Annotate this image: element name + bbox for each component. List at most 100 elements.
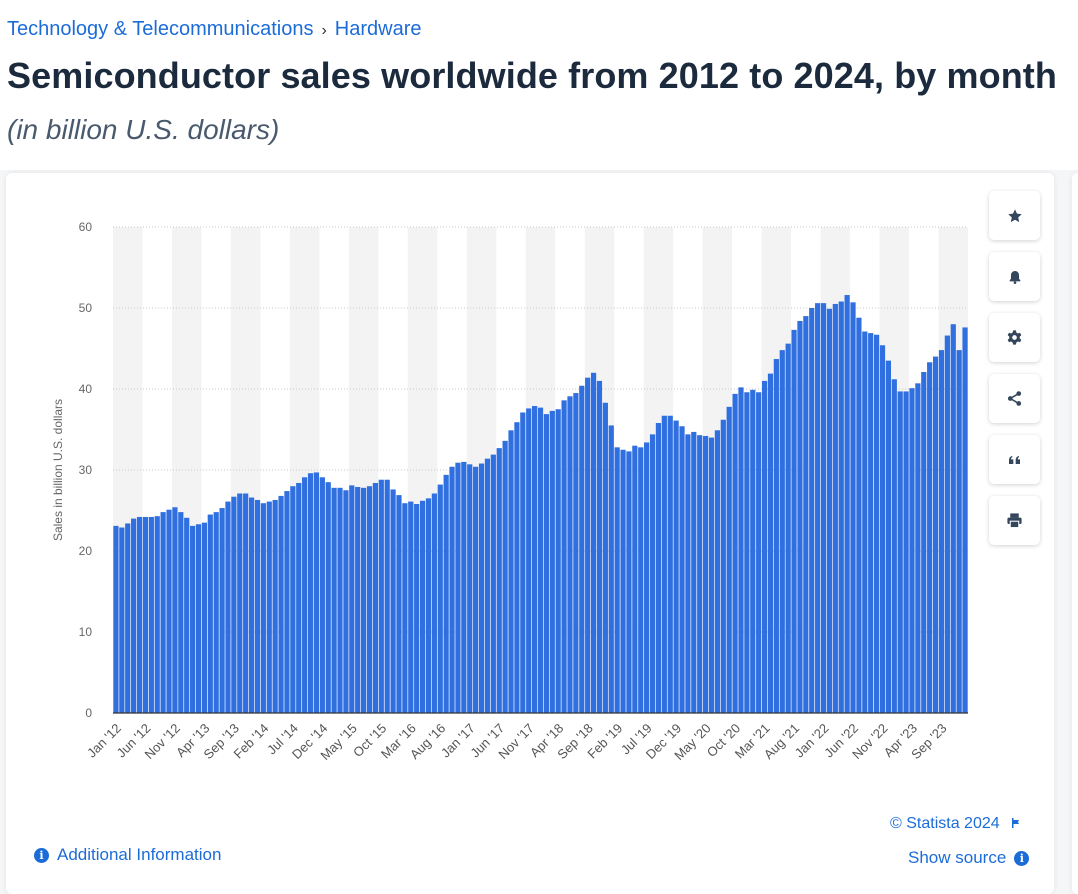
bar[interactable]: [567, 396, 573, 713]
breadcrumb-category-link[interactable]: Technology & Telecommunications: [7, 18, 314, 40]
bar[interactable]: [343, 490, 349, 713]
bar[interactable]: [626, 451, 632, 713]
bar[interactable]: [750, 389, 756, 713]
bar[interactable]: [797, 320, 803, 713]
bar[interactable]: [685, 434, 691, 713]
bar[interactable]: [655, 423, 662, 713]
bar[interactable]: [679, 426, 685, 713]
notification-button[interactable]: [989, 252, 1040, 301]
breadcrumb-subcategory-link[interactable]: Hardware: [334, 18, 422, 40]
bar[interactable]: [779, 350, 785, 713]
bar[interactable]: [408, 501, 414, 713]
bar[interactable]: [243, 493, 249, 713]
bar[interactable]: [213, 512, 219, 713]
bar[interactable]: [532, 406, 538, 713]
bar[interactable]: [602, 402, 608, 713]
bar[interactable]: [443, 474, 449, 713]
bar[interactable]: [119, 527, 125, 713]
bar[interactable]: [667, 415, 673, 713]
bar[interactable]: [520, 412, 526, 713]
bar[interactable]: [785, 343, 791, 713]
bar[interactable]: [201, 522, 207, 713]
bar[interactable]: [437, 484, 443, 713]
bar[interactable]: [125, 523, 131, 713]
bar[interactable]: [897, 391, 903, 713]
bar[interactable]: [278, 495, 284, 713]
bar[interactable]: [714, 430, 720, 713]
bar[interactable]: [331, 487, 337, 713]
bar[interactable]: [732, 393, 738, 713]
bar[interactable]: [703, 435, 709, 713]
favorite-button[interactable]: [989, 191, 1040, 240]
bar[interactable]: [761, 380, 768, 713]
bar[interactable]: [590, 372, 597, 713]
bar[interactable]: [478, 463, 485, 713]
bar[interactable]: [372, 482, 378, 713]
bar[interactable]: [744, 392, 750, 713]
bar[interactable]: [396, 495, 402, 713]
bar[interactable]: [585, 377, 591, 713]
bar[interactable]: [502, 440, 508, 713]
bar[interactable]: [260, 503, 266, 713]
bar[interactable]: [697, 435, 703, 713]
bar[interactable]: [820, 303, 827, 713]
bar[interactable]: [461, 461, 467, 713]
bar[interactable]: [950, 324, 956, 713]
bar[interactable]: [319, 477, 325, 713]
bar[interactable]: [148, 516, 154, 713]
bar[interactable]: [349, 485, 355, 713]
bar[interactable]: [266, 501, 272, 713]
bar[interactable]: [272, 499, 278, 713]
bar[interactable]: [915, 383, 921, 713]
bar[interactable]: [879, 345, 886, 713]
bar[interactable]: [738, 387, 744, 713]
bar[interactable]: [838, 301, 844, 713]
bar[interactable]: [490, 454, 496, 713]
bar[interactable]: [419, 500, 426, 713]
settings-button[interactable]: [989, 313, 1040, 362]
bar[interactable]: [366, 486, 373, 713]
bar[interactable]: [473, 466, 479, 713]
bar[interactable]: [514, 422, 520, 713]
bar[interactable]: [284, 491, 290, 713]
bar[interactable]: [868, 333, 874, 713]
bar[interactable]: [956, 350, 962, 713]
bar[interactable]: [160, 512, 166, 713]
bar[interactable]: [337, 487, 343, 713]
bar[interactable]: [414, 504, 420, 713]
bar[interactable]: [815, 303, 821, 713]
bar[interactable]: [638, 447, 644, 713]
bar[interactable]: [467, 464, 473, 713]
bar[interactable]: [178, 512, 184, 713]
bar[interactable]: [296, 482, 302, 713]
bar[interactable]: [290, 486, 296, 713]
bar[interactable]: [254, 499, 261, 713]
bar[interactable]: [484, 458, 491, 713]
bar[interactable]: [708, 437, 715, 713]
bar[interactable]: [231, 496, 237, 713]
bar[interactable]: [632, 445, 638, 713]
additional-information-link[interactable]: i Additional Information: [34, 845, 221, 865]
bar[interactable]: [355, 487, 361, 713]
bar[interactable]: [826, 308, 833, 713]
bar[interactable]: [225, 501, 231, 713]
bar[interactable]: [944, 335, 950, 713]
bar[interactable]: [608, 425, 614, 713]
bar[interactable]: [237, 493, 243, 713]
bar[interactable]: [691, 431, 697, 713]
share-button[interactable]: [989, 374, 1040, 423]
statista-credit[interactable]: © Statista 2024: [890, 815, 1022, 833]
bar[interactable]: [166, 509, 172, 713]
bar[interactable]: [809, 308, 815, 713]
bar[interactable]: [496, 448, 502, 713]
bar[interactable]: [614, 447, 620, 713]
bar[interactable]: [891, 379, 897, 713]
bar[interactable]: [113, 525, 119, 713]
bar[interactable]: [673, 420, 679, 713]
bar[interactable]: [184, 517, 190, 713]
bar[interactable]: [425, 498, 432, 713]
bar[interactable]: [313, 472, 320, 713]
bar[interactable]: [431, 493, 437, 713]
bar[interactable]: [455, 462, 461, 713]
bar[interactable]: [402, 503, 408, 713]
